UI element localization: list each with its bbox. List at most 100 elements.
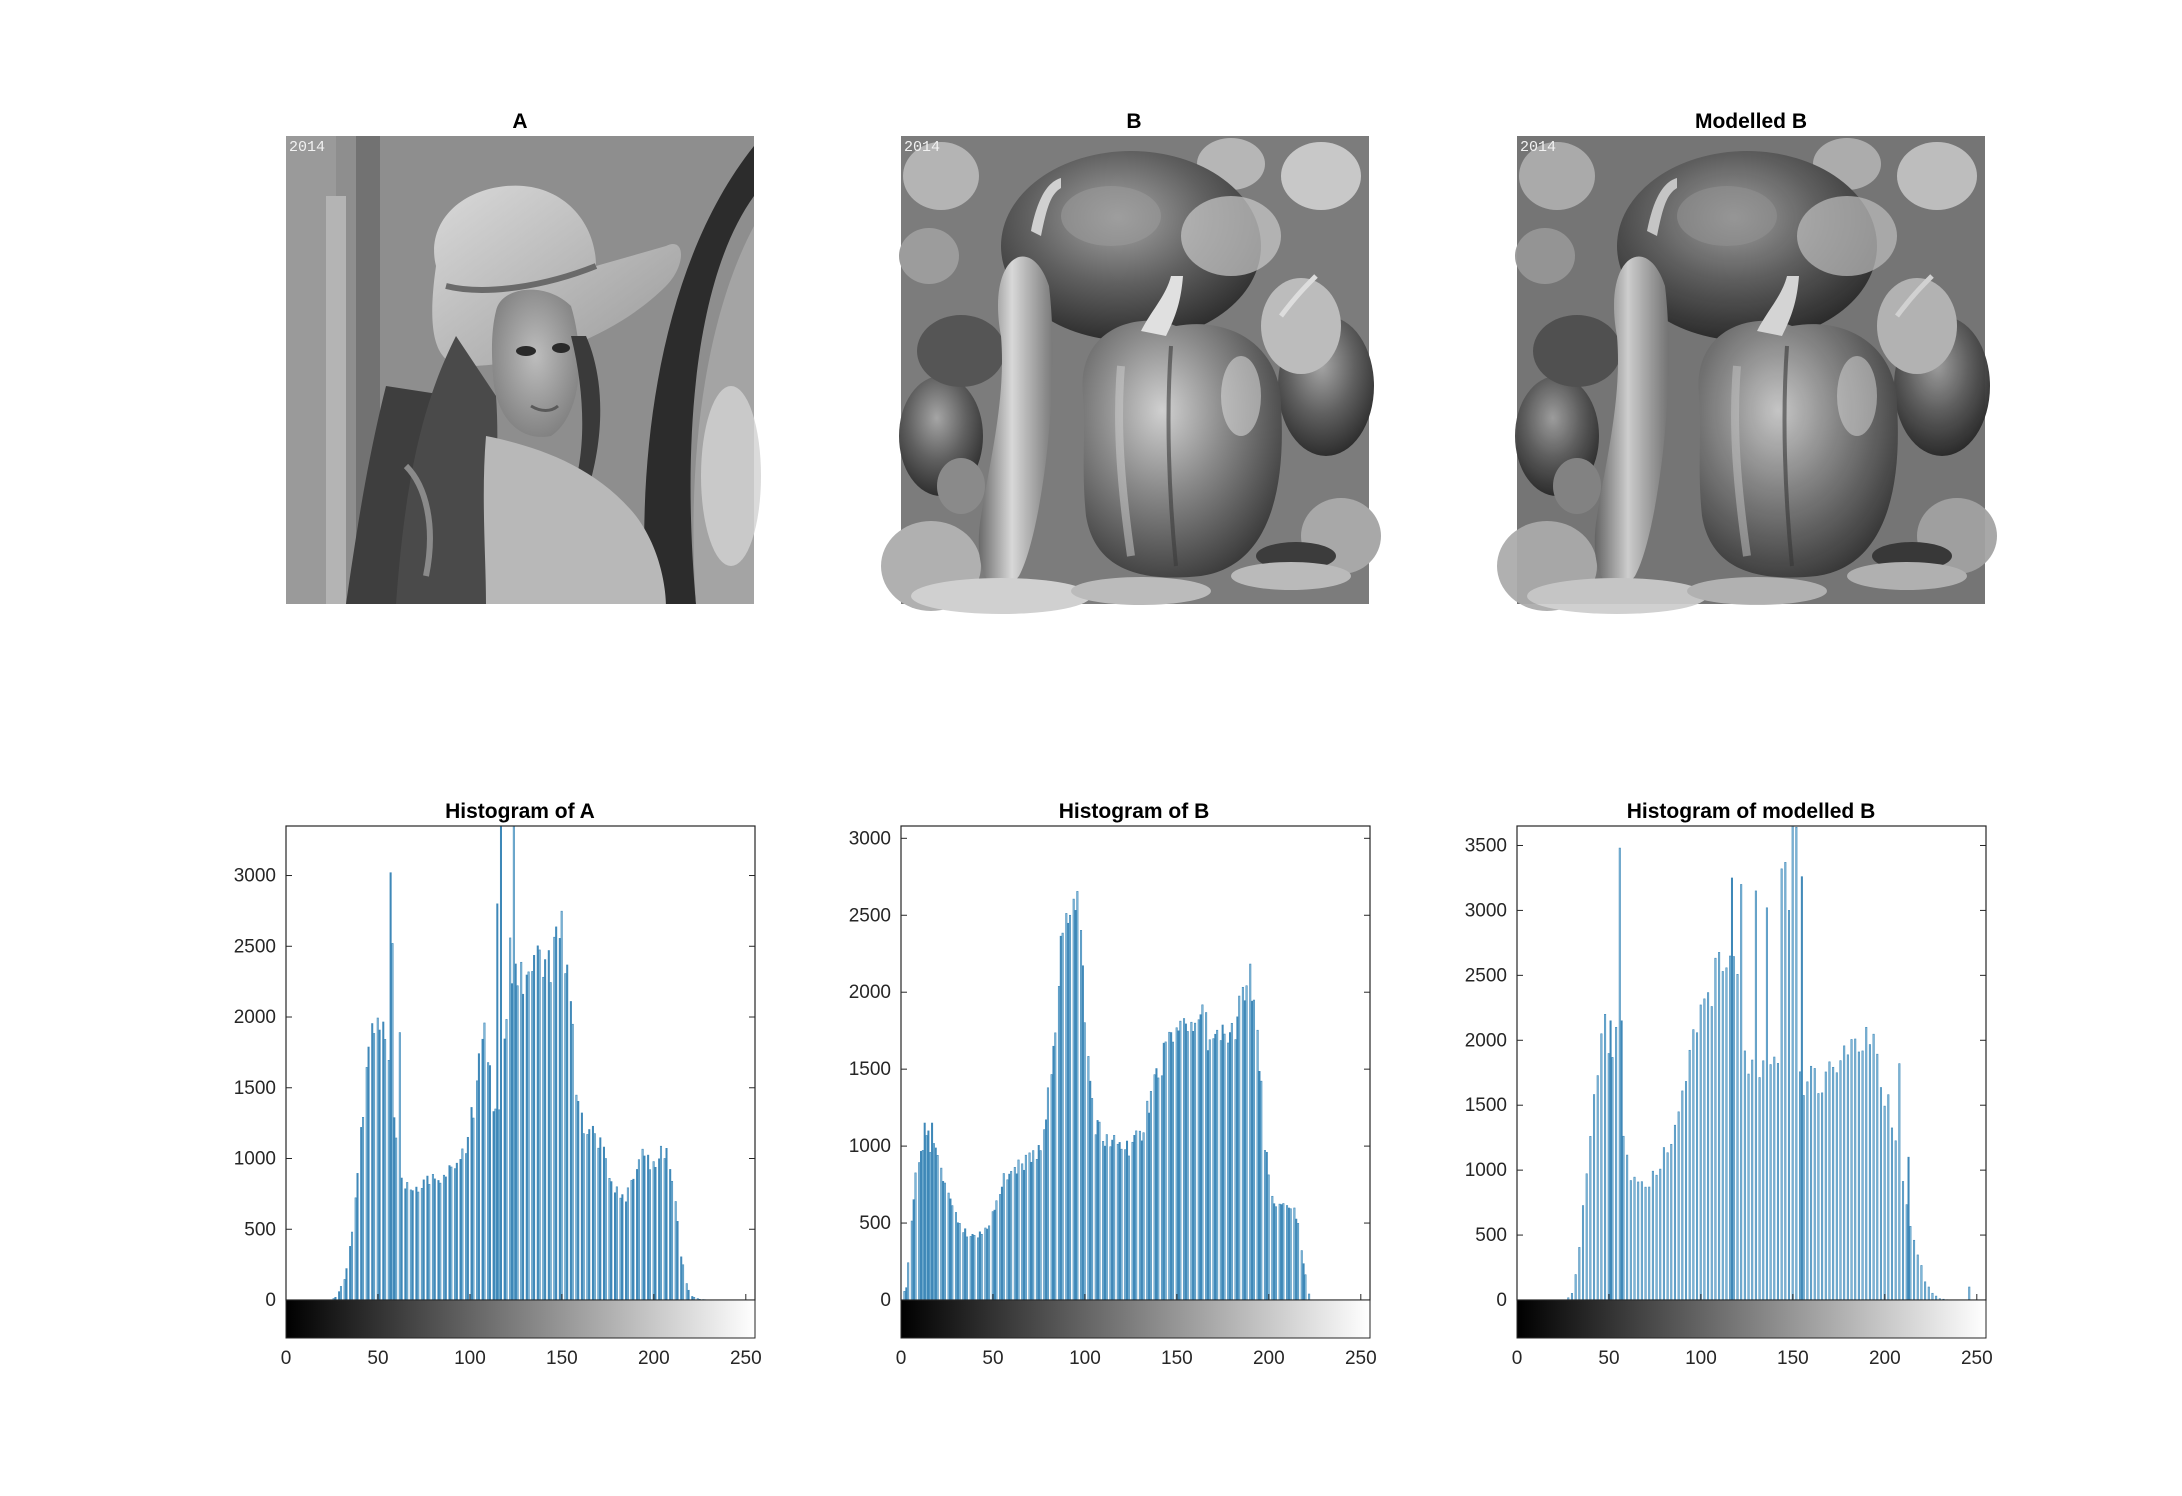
histogram-bar [538, 949, 541, 1300]
histogram-bar [350, 1231, 354, 1300]
histogram-bar [1087, 1056, 1090, 1300]
histogram-bar [1037, 1145, 1040, 1300]
x-tick-label: 250 [1345, 1348, 1377, 1369]
histogram-bar [1263, 1150, 1266, 1300]
histogram-bar [1861, 1050, 1864, 1300]
histogram-bar [1740, 884, 1743, 1300]
histogram-bar [571, 1023, 574, 1300]
histogram-bar [1067, 922, 1070, 1300]
histogram-bar [1050, 1074, 1053, 1300]
y-tick-label: 1500 [1465, 1095, 1507, 1116]
x-tick-label: 0 [281, 1348, 292, 1369]
histogram-bar [487, 1062, 490, 1300]
histogram-bar [575, 1094, 578, 1300]
histogram-bar [676, 1221, 679, 1300]
histogram-bar [400, 1177, 403, 1300]
histogram-bar [1736, 973, 1739, 1300]
histogram-bar [1131, 1141, 1134, 1300]
histogram-bar [525, 974, 528, 1300]
histogram-bar [477, 1053, 480, 1300]
histogram-bar [586, 1134, 589, 1300]
histogram-bar [1024, 1154, 1027, 1300]
histogram-bar [1074, 910, 1077, 1300]
histogram-bar [986, 1228, 989, 1300]
histogram-bar [641, 1148, 644, 1300]
histogram-bar [409, 1189, 412, 1300]
histogram-bar [1280, 1204, 1283, 1300]
grayscale-colorbar [900, 1299, 1371, 1339]
histogram-bar [459, 1159, 462, 1300]
histogram-bar [365, 1067, 368, 1300]
histogram-bar [1787, 910, 1791, 1300]
histogram-bar [360, 1127, 363, 1300]
histogram-bar [498, 1109, 501, 1300]
histogram-bar [1146, 1100, 1149, 1300]
grayscale-colorbar [1516, 1299, 1987, 1339]
histogram-bar [362, 1117, 365, 1300]
histogram-bar [659, 1145, 663, 1300]
histogram-bar [1644, 1186, 1647, 1300]
histogram-bar [481, 1038, 484, 1300]
histogram-bar [1059, 935, 1062, 1300]
histogram-title-b: Histogram of B [1059, 800, 1210, 823]
histogram-bar [1609, 1020, 1612, 1300]
histogram-bar [1593, 1094, 1596, 1300]
histogram-bar [1604, 1013, 1607, 1300]
histogram-bar [593, 1133, 596, 1300]
histogram-bar [420, 1188, 423, 1300]
histogram-bar [505, 1019, 508, 1300]
histogram-bar [1839, 1060, 1842, 1300]
histogram-bar [918, 1162, 921, 1300]
histogram-bar [1287, 1207, 1290, 1300]
histogram-bar [512, 826, 515, 1300]
histogram-bar [1010, 1171, 1013, 1300]
histogram-bar [1113, 1135, 1116, 1300]
y-tick-label: 1000 [849, 1136, 891, 1157]
histogram-bar [1238, 995, 1241, 1300]
histogram-bar [1703, 998, 1706, 1300]
histogram-bar [510, 983, 514, 1300]
y-tick-label: 3000 [1465, 900, 1507, 921]
x-tick-label: 50 [367, 1348, 388, 1369]
histogram-bar [1274, 1206, 1278, 1300]
histogram-bar [665, 1148, 668, 1300]
histogram-bar [949, 1198, 952, 1300]
histogram-bar [1013, 1167, 1016, 1300]
histogram-bar [1157, 1077, 1160, 1300]
histogram-bar [674, 1201, 677, 1300]
histogram-bar [1655, 1174, 1658, 1300]
histogram-bar [958, 1223, 961, 1300]
histogram-bar [1920, 1265, 1923, 1300]
histogram-bar [929, 1152, 932, 1300]
histogram-bar [450, 1166, 453, 1300]
histogram-bar [343, 1279, 346, 1300]
histogram-bar [1155, 1068, 1158, 1300]
histogram-bar [406, 1182, 409, 1300]
image-b: 2014 [881, 136, 1381, 614]
histogram-bar [1707, 992, 1710, 1300]
histogram-bar [921, 1150, 924, 1300]
histogram-bar [1208, 1039, 1211, 1300]
histogram-bar [1103, 1145, 1106, 1300]
histogram-bar [455, 1162, 458, 1300]
histogram-bar [1747, 1073, 1750, 1300]
histogram-bar [1824, 1071, 1827, 1300]
histogram-bar [978, 1231, 981, 1300]
histogram-bar [1692, 1029, 1695, 1300]
histogram-bar [1186, 1031, 1189, 1300]
histogram-bar [580, 1112, 583, 1300]
histogram-bar [1245, 985, 1248, 1300]
histogram-bar [1629, 1180, 1632, 1300]
histogram-bar [1850, 1039, 1853, 1300]
histogram-bar [404, 1188, 407, 1300]
histogram-bar [354, 1197, 357, 1300]
histogram-bar [367, 1046, 370, 1300]
histogram-bar [1696, 1032, 1699, 1300]
histogram-bar [1637, 1181, 1640, 1300]
histogram-bar [522, 993, 525, 1300]
histogram-bar [1710, 1006, 1713, 1300]
y-tick-label: 2000 [234, 1007, 276, 1028]
histogram-bar [920, 1151, 923, 1300]
histogram-bar [1286, 1205, 1289, 1300]
histogram-bar [1052, 1045, 1055, 1300]
